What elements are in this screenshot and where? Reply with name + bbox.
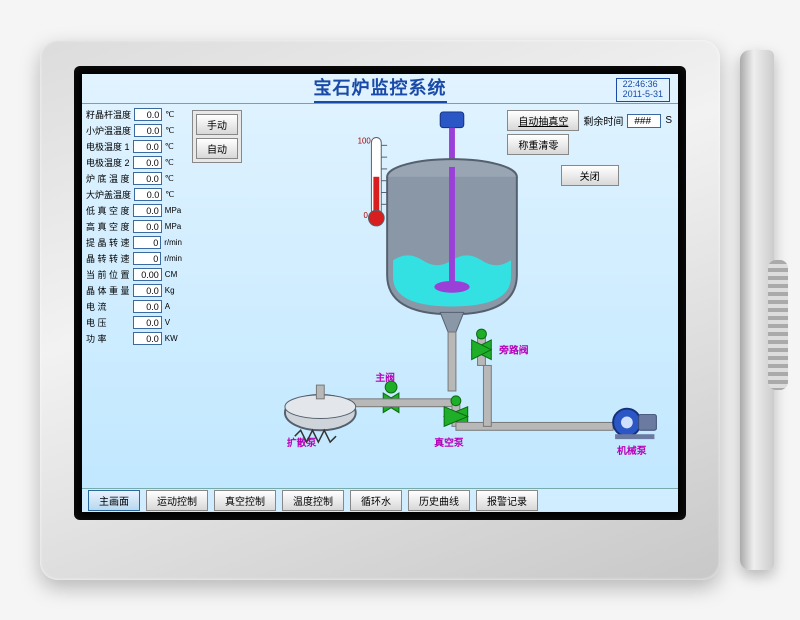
param-unit: ℃ [165, 126, 182, 135]
param-unit: r/min [164, 254, 182, 263]
mechanical-pump-label: 机械泵 [617, 444, 647, 457]
nav-button[interactable]: 温度控制 [282, 490, 344, 511]
param-label: 当 前 位 置 [86, 268, 130, 281]
reactor-tank-icon [387, 159, 517, 314]
bypass-valve-icon [472, 329, 492, 365]
bypass-valve-label: 旁路阀 [498, 344, 529, 357]
param-value: 0.0 [133, 332, 162, 345]
param-row: 提 晶 转 速0r/min [86, 236, 182, 249]
param-label: 高 真 空 度 [86, 220, 130, 233]
param-row: 电极温度 10.0℃ [86, 140, 182, 153]
param-value: 0.0 [133, 300, 162, 313]
param-value: 0.0 [133, 284, 162, 297]
app-title: 宝石炉监控系统 [314, 74, 447, 103]
bottom-nav: 主画面运动控制真空控制温度控制循环水历史曲线报警记录 [82, 488, 678, 512]
param-label: 电 流 [86, 300, 130, 313]
nav-button[interactable]: 历史曲线 [408, 490, 470, 511]
param-value: 0.0 [133, 172, 162, 185]
param-value: 0.0 [134, 108, 162, 121]
nav-button[interactable]: 真空控制 [214, 490, 276, 511]
param-unit: Kg [165, 286, 182, 295]
device-side-profile [740, 50, 774, 570]
svg-text:0: 0 [364, 211, 369, 220]
clock: 22:46:36 2011-5-31 [616, 78, 670, 102]
param-label: 大炉盖温度 [86, 188, 131, 201]
param-unit: ℃ [165, 110, 182, 119]
parameter-sidebar: 籽晶杆温度0.0℃小炉温温度0.0℃电极温度 10.0℃电极温度 20.0℃炉 … [82, 104, 186, 488]
param-row: 当 前 位 置0.00CM [86, 268, 182, 281]
param-unit: CM [165, 270, 182, 279]
outlet-cone-icon [440, 312, 464, 332]
param-value: 0.0 [133, 204, 162, 217]
param-row: 电 压0.0V [86, 316, 182, 329]
param-label: 晶 体 重 量 [86, 284, 130, 297]
thermometer-icon: 100 0 [358, 136, 387, 226]
param-label: 炉 底 温 度 [86, 172, 130, 185]
param-unit: ℃ [165, 158, 182, 167]
param-value: 0.0 [134, 124, 162, 137]
param-row: 高 真 空 度0.0MPa [86, 220, 182, 233]
diffusion-pump-icon [285, 385, 356, 430]
param-row: 晶 体 重 量0.0Kg [86, 284, 182, 297]
param-unit: KW [165, 334, 182, 343]
param-row: 功 率0.0KW [86, 332, 182, 345]
param-value: 0.0 [133, 140, 162, 153]
param-label: 电极温度 2 [86, 156, 130, 169]
mechanical-pump-icon [613, 409, 656, 439]
nav-button[interactable]: 运动控制 [146, 490, 208, 511]
process-diagram: 100 0 [226, 108, 678, 472]
param-value: 0 [133, 252, 162, 265]
param-label: 低 真 空 度 [86, 204, 130, 217]
pipe-right-icon [456, 422, 613, 430]
param-unit: MPa [165, 222, 182, 231]
param-unit: ℃ [165, 174, 182, 183]
svg-text:100: 100 [358, 136, 372, 145]
param-unit: A [165, 302, 182, 311]
param-label: 籽晶杆温度 [86, 108, 131, 121]
nav-button[interactable]: 主画面 [88, 490, 140, 511]
nav-button[interactable]: 报警记录 [476, 490, 538, 511]
param-label: 晶 转 转 速 [86, 252, 130, 265]
param-label: 提 晶 转 速 [86, 236, 130, 249]
param-row: 小炉温温度0.0℃ [86, 124, 182, 137]
param-row: 低 真 空 度0.0MPa [86, 204, 182, 217]
main-valve-label: 主阀 [375, 371, 395, 384]
param-row: 籽晶杆温度0.0℃ [86, 108, 182, 121]
param-label: 电 压 [86, 316, 130, 329]
nav-button[interactable]: 循环水 [350, 490, 402, 511]
param-row: 大炉盖温度0.0℃ [86, 188, 182, 201]
hmi-screen: 宝石炉监控系统 22:46:36 2011-5-31 籽晶杆温度0.0℃小炉温温… [82, 74, 678, 512]
param-value: 0.0 [133, 156, 162, 169]
param-value: 0.0 [134, 188, 162, 201]
main-valve-icon [383, 381, 399, 412]
param-unit: ℃ [165, 142, 182, 151]
param-value: 0.0 [133, 220, 162, 233]
param-unit: r/min [164, 238, 182, 247]
agitator-motor-icon [440, 112, 464, 128]
param-row: 炉 底 温 度0.0℃ [86, 172, 182, 185]
param-row: 晶 转 转 速0r/min [86, 252, 182, 265]
param-unit: MPa [165, 206, 182, 215]
param-label: 电极温度 1 [86, 140, 130, 153]
param-value: 0.00 [133, 268, 162, 281]
clock-date: 2011-5-31 [623, 90, 663, 100]
param-value: 0.0 [133, 316, 162, 329]
param-label: 小炉温温度 [86, 124, 131, 137]
bezel: 宝石炉监控系统 22:46:36 2011-5-31 籽晶杆温度0.0℃小炉温温… [74, 66, 686, 520]
param-unit: V [165, 318, 182, 327]
param-row: 电极温度 20.0℃ [86, 156, 182, 169]
param-value: 0 [133, 236, 162, 249]
monitor-frame: 宝石炉监控系统 22:46:36 2011-5-31 籽晶杆温度0.0℃小炉温温… [40, 40, 720, 580]
param-unit: ℃ [165, 190, 182, 199]
vacuum-pump-label: 真空泵 [434, 436, 464, 449]
diffusion-pump-label: 扩散泵 [287, 436, 317, 449]
main-area: 手动 自动 自动抽真空 剩余时间 ### S 称重清零 [186, 104, 678, 488]
param-row: 电 流0.0A [86, 300, 182, 313]
pipe-bypass-down-icon [483, 365, 491, 426]
param-label: 功 率 [86, 332, 130, 345]
pipe-vertical-icon [448, 332, 456, 391]
header: 宝石炉监控系统 22:46:36 2011-5-31 [82, 74, 678, 104]
